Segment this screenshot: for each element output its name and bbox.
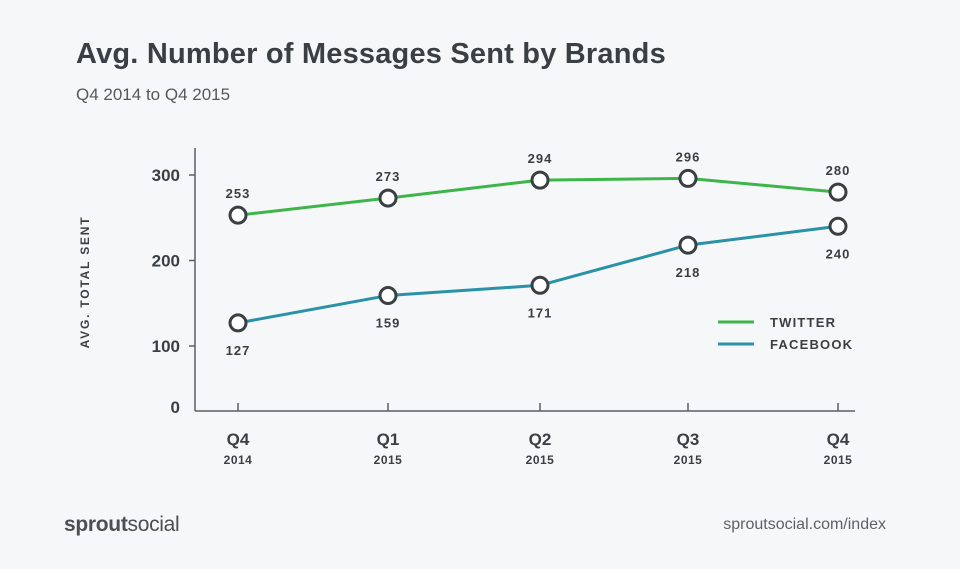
x-tick-year: 2015	[824, 453, 853, 467]
twitter-data-label: 273	[376, 169, 401, 184]
facebook-point	[228, 313, 248, 333]
legend-label-twitter: TWITTER	[770, 315, 836, 330]
y-axis-title: AVG. TOTAL SENT	[78, 216, 92, 349]
facebook-point	[378, 286, 398, 306]
y-tick-label: 100	[152, 337, 180, 356]
twitter-point	[828, 182, 848, 202]
y-tick-label: 0	[171, 398, 180, 417]
facebook-data-label: 218	[676, 265, 701, 280]
x-tick-year: 2014	[224, 453, 253, 467]
facebook-data-label: 127	[226, 343, 251, 358]
chart-subtitle: Q4 2014 to Q4 2015	[76, 85, 231, 104]
twitter-data-label: 253	[226, 186, 251, 201]
sprout-social-logo: sproutsocial	[64, 513, 180, 536]
x-tick-label: Q4	[827, 430, 850, 449]
x-tick-year: 2015	[526, 453, 555, 467]
x-tick-label: Q2	[529, 430, 552, 449]
twitter-data-label: 294	[528, 151, 553, 166]
x-tick-year: 2015	[374, 453, 403, 467]
facebook-point	[530, 275, 550, 295]
x-tick-label: Q1	[377, 430, 400, 449]
x-tick-label: Q3	[677, 430, 700, 449]
y-tick-label: 300	[152, 166, 180, 185]
source-url: sproutsocial.com/index	[723, 516, 886, 533]
facebook-point	[828, 216, 848, 236]
y-tick-label: 200	[152, 252, 180, 271]
facebook-data-label: 240	[826, 246, 851, 261]
facebook-data-label: 159	[376, 316, 401, 331]
twitter-point	[678, 168, 698, 188]
twitter-data-label: 280	[826, 163, 851, 178]
legend-label-facebook: FACEBOOK	[770, 337, 853, 352]
chart-title: Avg. Number of Messages Sent by Brands	[76, 38, 666, 70]
facebook-data-label: 171	[528, 305, 553, 320]
twitter-point	[228, 205, 248, 225]
twitter-data-label: 296	[676, 149, 701, 164]
x-tick-label: Q4	[227, 430, 250, 449]
twitter-point	[378, 188, 398, 208]
twitter-point	[530, 170, 550, 190]
facebook-point	[678, 235, 698, 255]
x-tick-year: 2015	[674, 453, 703, 467]
